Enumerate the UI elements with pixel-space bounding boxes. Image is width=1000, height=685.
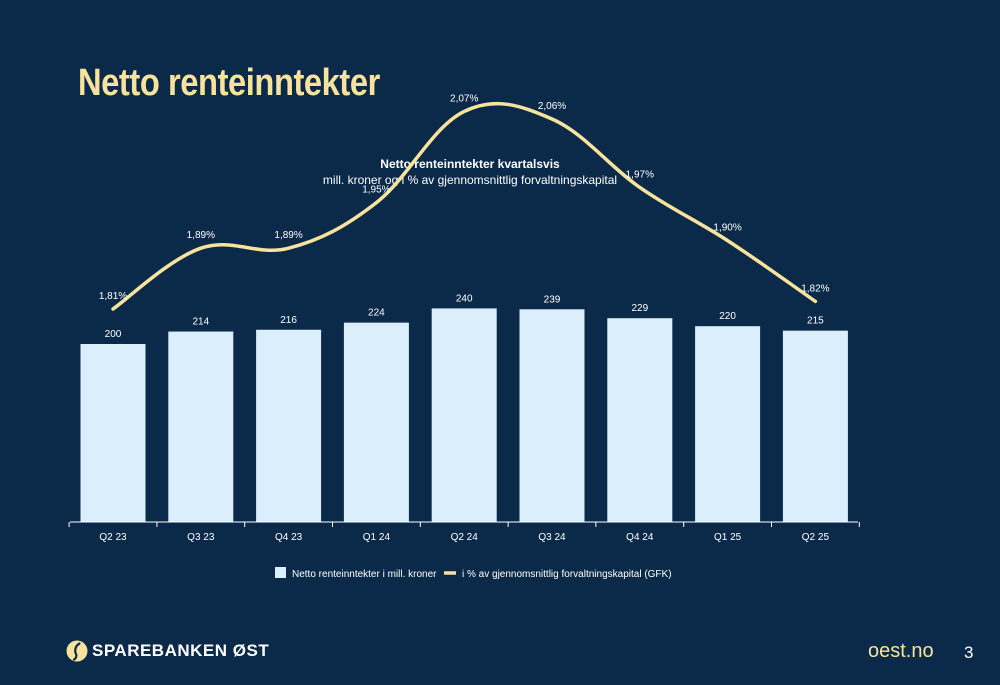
bar-q2-24 [431, 308, 497, 522]
line-value-label: 1,95% [362, 185, 390, 196]
bar-value-label: 229 [631, 303, 648, 314]
line-value-label: 1,89% [187, 230, 215, 241]
bar-q4-23 [256, 329, 322, 522]
x-tick-label: Q2 25 [802, 532, 830, 543]
bar-value-label: 215 [807, 316, 824, 327]
legend-bar-swatch [275, 567, 286, 578]
legend-line-label: i % av gjennomsnittlig forvaltningskapit… [462, 569, 672, 580]
bar-q2-25 [782, 330, 848, 522]
page-number: 3 [964, 643, 974, 662]
line-series-gfk [111, 101, 818, 311]
line-value-label: 2,06% [538, 101, 566, 112]
line-value-label: 1,82% [801, 283, 829, 294]
website-link[interactable]: oest.no [868, 640, 934, 662]
x-tick-label: Q1 25 [714, 532, 742, 543]
bar-value-label: 200 [105, 329, 122, 340]
bar-value-label: 214 [192, 317, 209, 328]
x-tick-label: Q2 24 [451, 532, 479, 543]
slide-title: Netto renteinntekter [78, 62, 380, 104]
x-tick-label: Q3 23 [187, 532, 215, 543]
bar-value-label: 224 [368, 308, 385, 319]
bar-q1-24 [343, 322, 409, 522]
bar-value-label: 240 [456, 293, 473, 304]
x-tick-label: Q1 24 [363, 532, 391, 543]
bar-q2-23 [80, 344, 146, 522]
brand-mark-icon [66, 640, 88, 662]
sparebanken-ost-logo: SPAREBANKEN ØST [66, 640, 269, 662]
bar-q3-23 [168, 331, 234, 522]
line-value-label: 1,89% [274, 230, 302, 241]
bar-value-label: 239 [544, 294, 561, 305]
legend-bar-label: Netto renteinntekter i mill. kroner [292, 569, 437, 580]
line-value-label: 1,97% [626, 169, 654, 180]
legend: Netto renteinntekter i mill. kroner i % … [275, 567, 672, 580]
x-tick-label: Q4 23 [275, 532, 303, 543]
x-tick-label: Q3 24 [538, 532, 566, 543]
bar-q4-24 [607, 318, 673, 522]
bar-value-label: 216 [280, 315, 297, 326]
brand-name: SPAREBANKEN ØST [92, 641, 270, 660]
bar-q3-24 [519, 309, 585, 522]
line-value-label: 1,81% [99, 291, 127, 302]
bar-q1-25 [695, 326, 761, 522]
line-value-label: 1,90% [713, 223, 741, 234]
chart-title: Netto renteinntekter kvartalsvis [380, 157, 560, 171]
bar-value-label: 220 [719, 311, 736, 322]
x-tick-label: Q2 23 [99, 532, 127, 543]
line-value-label: 2,07% [450, 93, 478, 104]
x-tick-label: Q4 24 [626, 532, 654, 543]
